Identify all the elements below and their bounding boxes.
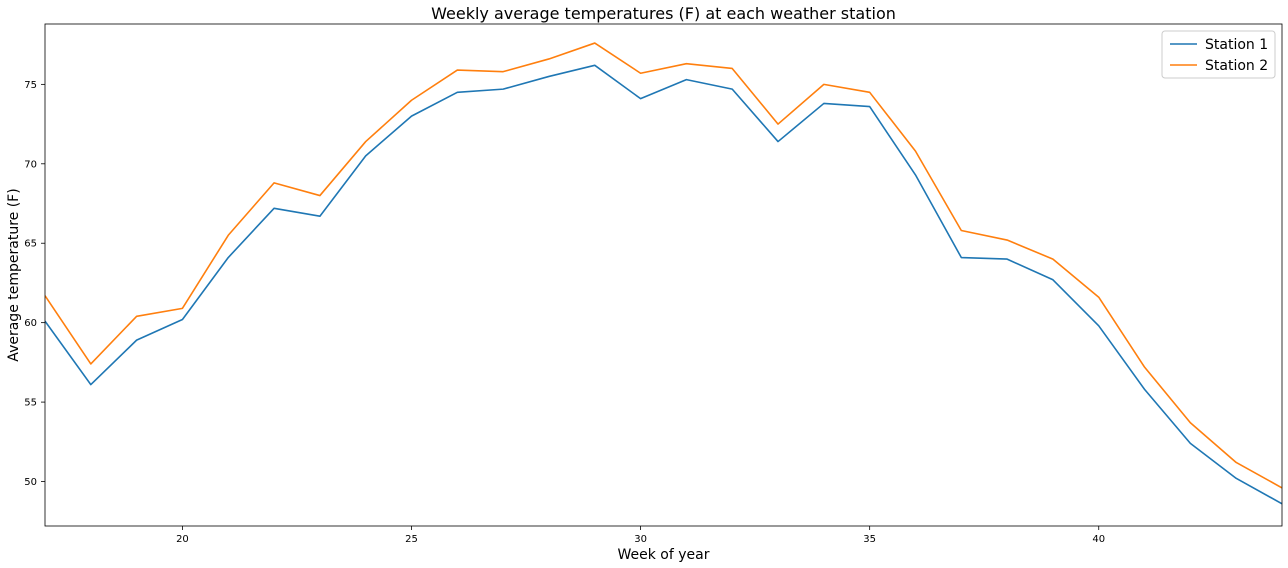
x-axis-title: Week of year: [618, 547, 710, 563]
chart-title: Weekly average temperatures (F) at each …: [431, 4, 896, 23]
legend-label-1: Station 1: [1205, 37, 1268, 53]
series-line-2: [45, 42, 1282, 489]
x-tick-label: 40: [1092, 534, 1105, 545]
y-axis-title: Average temperature (F): [6, 188, 22, 361]
y-tick-label: 55: [24, 398, 37, 409]
legend-label-2: Station 2: [1205, 58, 1268, 74]
plot-area: [44, 23, 1283, 527]
x-axis: 20 25 30 35 40: [176, 526, 1105, 545]
y-tick-label: 70: [24, 159, 37, 170]
y-tick-label: 50: [24, 477, 37, 488]
series-line-1: [45, 64, 1282, 505]
legend-box: [1161, 30, 1276, 79]
y-tick-label: 60: [24, 318, 37, 329]
x-tick-label: 35: [863, 534, 876, 545]
y-tick-label: 75: [24, 80, 37, 91]
plot-frame: [44, 23, 1283, 527]
x-tick-label: 20: [176, 534, 189, 545]
legend: Station 1 Station 2: [1161, 30, 1276, 79]
x-tick-label: 25: [405, 534, 418, 545]
y-tick-label: 65: [24, 239, 37, 250]
x-tick-label: 30: [634, 534, 647, 545]
y-axis: 50 55 60 65 70 75: [24, 80, 45, 488]
